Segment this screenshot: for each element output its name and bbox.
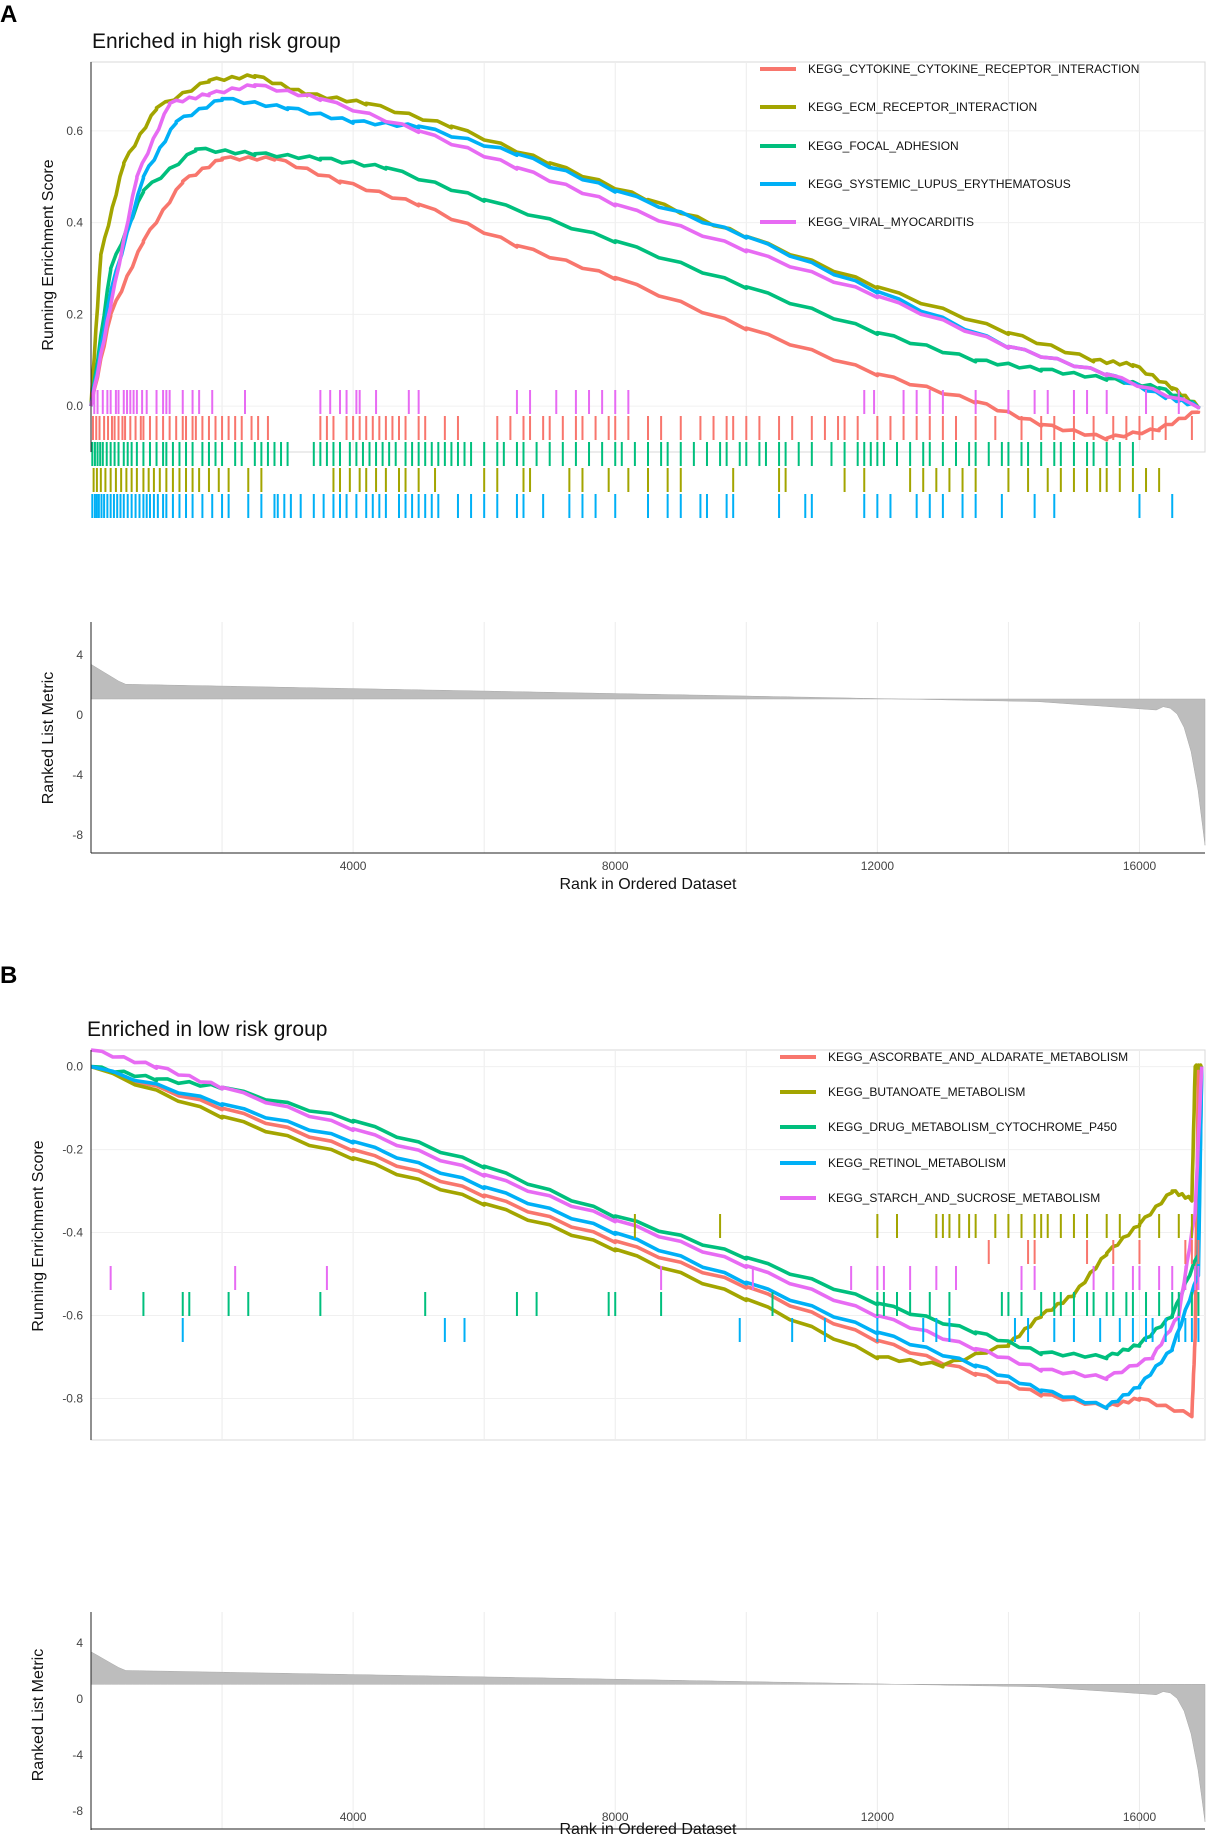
- panel-b-legend-label-2: KEGG_DRUG_METABOLISM_CYTOCHROME_P450: [828, 1120, 1117, 1134]
- panel-a-legend-label-3: KEGG_SYSTEMIC_LUPUS_ERYTHEMATOSUS: [808, 177, 1071, 191]
- panel-b-letter: B: [0, 962, 17, 989]
- panel-b-y-axis-label: Running Enrichment Score: [30, 1140, 47, 1331]
- panel-b-title: Enriched in low risk group: [87, 1018, 327, 1041]
- panel-b-metric-tick-3: -8: [72, 1804, 83, 1818]
- panel-a-x-axis-label: Rank in Ordered Dataset: [560, 876, 738, 893]
- panel-a-ytick-0: 0.0: [66, 399, 83, 413]
- panel-a-legend: KEGG_CYTOKINE_CYTOKINE_RECEPTOR_INTERACT…: [760, 62, 1139, 229]
- panel-b-metric-gridlines: [221, 1612, 1140, 1829]
- panel-a-xtick-2: 12000: [861, 859, 895, 873]
- panel-b-legend-label-1: KEGG_BUTANOATE_METABOLISM: [828, 1085, 1025, 1099]
- panel-a-legend-label-4: KEGG_VIRAL_MYOCARDITIS: [808, 215, 974, 229]
- panel-a-xtick-1: 8000: [602, 859, 629, 873]
- panel-a-es-gridlines: [91, 62, 1205, 452]
- panel-a-es-plot-area: [90, 61, 1206, 453]
- panel-b-metric-tick-1: 0: [76, 1692, 83, 1706]
- panel-a-ytick-3: 0.6: [66, 124, 83, 138]
- es-line-1: [89, 155, 1201, 442]
- panel-b-ranked-metric-area: [90, 1651, 1206, 1822]
- panel-b: B Enriched in low risk group 0.0 -0.2 -0…: [0, 962, 1206, 1835]
- panel-b-legend-label-4: KEGG_STARCH_AND_SUCROSE_METABOLISM: [828, 1191, 1100, 1205]
- panel-a-es-series: [89, 73, 1201, 442]
- panel-b-xtick-1: 8000: [602, 1810, 629, 1824]
- panel-b-ytick-1: -0.2: [62, 1143, 83, 1157]
- panel-a-xtick-0: 4000: [340, 859, 367, 873]
- panel-a-metric-gridlines: [221, 622, 1140, 853]
- panel-b-metric-tick-2: -4: [72, 1748, 83, 1762]
- es-line-1: [90, 1064, 1201, 1419]
- es-line-3: [89, 146, 1201, 410]
- es-line-2: [89, 73, 1201, 410]
- panel-b-metric-axis-label: Ranked List Metric: [30, 1649, 47, 1782]
- panel-b-legend: KEGG_ASCORBATE_AND_ALDARATE_METABOLISM K…: [780, 1050, 1128, 1205]
- panel-b-legend-label-3: KEGG_RETINOL_METABOLISM: [828, 1156, 1006, 1170]
- panel-a-ranked-metric-area: [90, 663, 1206, 846]
- panel-a-gene-hits: [91, 390, 1193, 518]
- es-line-5: [89, 83, 1201, 410]
- panel-b-xtick-2: 12000: [861, 1810, 895, 1824]
- panel-a-title: Enriched in high risk group: [92, 30, 341, 53]
- panel-a-metric-tick-1: 0: [76, 708, 83, 722]
- panel-a-legend-label-1: KEGG_ECM_RECEPTOR_INTERACTION: [808, 100, 1037, 114]
- panel-b-es-gridlines: [91, 1050, 1205, 1440]
- panel-a-metric-tick-0: 4: [76, 648, 83, 662]
- panel-b-xtick-0: 4000: [340, 1810, 367, 1824]
- panel-a-y-axis-label: Running Enrichment Score: [40, 159, 57, 350]
- es-line-4: [90, 1064, 1204, 1411]
- panel-b-ytick-0: 0.0: [66, 1060, 83, 1074]
- panel-a-ytick-2: 0.4: [66, 216, 83, 230]
- panel-a-metric-tick-2: -4: [72, 768, 83, 782]
- panel-b-ytick-4: -0.8: [62, 1392, 83, 1406]
- panel-a: A Enriched in high risk group 0.0 0.2 0.…: [0, 1, 1206, 893]
- panel-b-legend-label-0: KEGG_ASCORBATE_AND_ALDARATE_METABOLISM: [828, 1050, 1128, 1064]
- panel-a-legend-label-2: KEGG_FOCAL_ADHESION: [808, 139, 959, 153]
- panel-a-xtick-3: 16000: [1123, 859, 1157, 873]
- panel-a-legend-label-0: KEGG_CYTOKINE_CYTOKINE_RECEPTOR_INTERACT…: [808, 62, 1139, 76]
- panel-a-letter: A: [0, 1, 17, 28]
- panel-b-x-axis-label: Rank in Ordered Dataset: [560, 1821, 738, 1835]
- panel-b-xtick-3: 16000: [1123, 1810, 1157, 1824]
- panel-a-ytick-1: 0.2: [66, 307, 83, 321]
- es-line-2: [90, 1063, 1204, 1369]
- panel-b-ytick-2: -0.4: [62, 1226, 83, 1240]
- panel-b-ytick-3: -0.6: [62, 1309, 83, 1323]
- panel-b-gene-hits: [109, 1214, 1200, 1342]
- panel-b-metric-tick-0: 4: [76, 1636, 83, 1650]
- panel-a-metric-axis-label: Ranked List Metric: [40, 672, 57, 805]
- panel-a-metric-tick-3: -8: [72, 828, 83, 842]
